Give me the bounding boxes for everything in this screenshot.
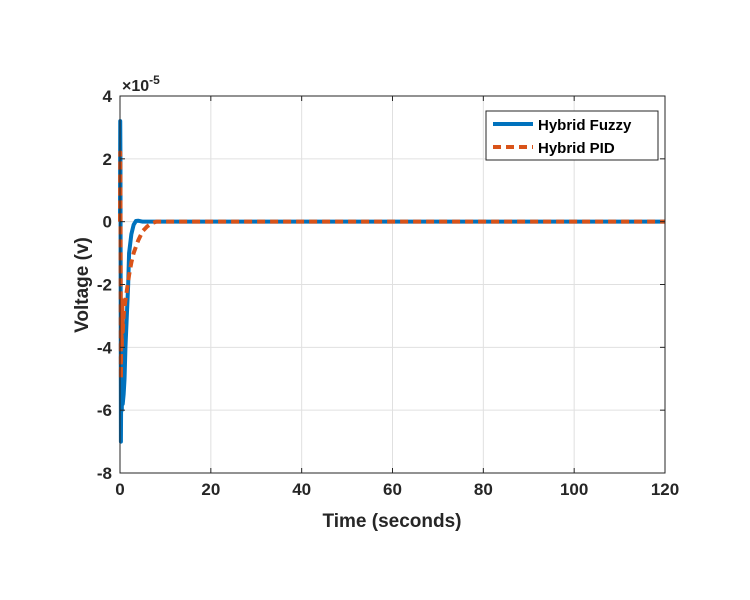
ticks (119, 95, 666, 474)
y-tick-label: -4 (97, 338, 113, 357)
y-exponent-label: ×10-5 (122, 73, 160, 95)
y-tick-label: -6 (97, 401, 112, 420)
series-line-hybrid-pid (118, 150, 665, 381)
x-tick-label: 40 (292, 480, 311, 499)
legend-label-hybrid-fuzzy: Hybrid Fuzzy (538, 117, 632, 134)
x-tick-label: 100 (560, 480, 588, 499)
y-tick-label: 4 (103, 87, 113, 106)
x-tick-label: 60 (383, 480, 402, 499)
x-tick-label: 80 (474, 480, 493, 499)
y-tick-label: 0 (103, 213, 112, 232)
y-tick-labels: -8 -6 -4 -2 0 2 4 (97, 87, 113, 483)
x-tick-labels: 0 20 40 60 80 100 120 (115, 480, 679, 499)
legend-box (485, 110, 659, 161)
y-tick-label: -8 (97, 464, 112, 483)
x-axis-label: Time (seconds) (322, 511, 461, 532)
x-tick-label: 0 (115, 480, 124, 499)
x-tick-label: 120 (651, 480, 679, 499)
x-tick-label: 20 (201, 480, 220, 499)
y-exponent-base: ×10 (122, 78, 149, 95)
y-axis-label: Voltage (v) (72, 237, 93, 333)
y-exponent-power: -5 (149, 73, 160, 87)
legend-label-hybrid-pid: Hybrid PID (538, 140, 615, 157)
series-layer (118, 119, 665, 444)
y-tick-label: 2 (103, 150, 112, 169)
series-line-hybrid-fuzzy (118, 119, 665, 444)
legend: Hybrid Fuzzy Hybrid PID (485, 110, 659, 161)
y-tick-label: -2 (97, 276, 112, 295)
